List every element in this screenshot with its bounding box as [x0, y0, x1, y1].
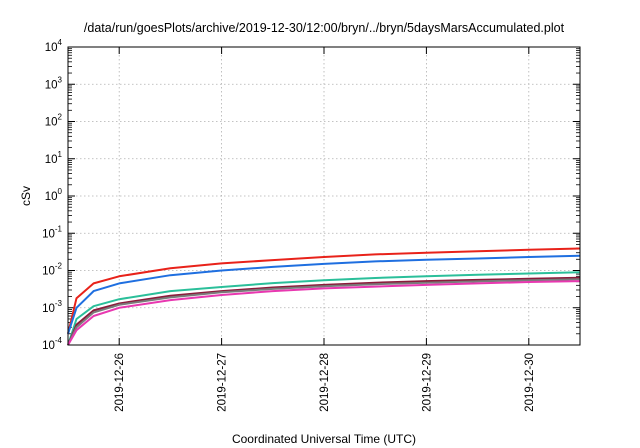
y-tick-labels: 10-4 10-3 10-2 10-1 100 101 102 103 104 [42, 38, 62, 352]
x-tick-label: 2019-12-28 [319, 353, 331, 412]
series-line-5 [67, 278, 581, 346]
y-tick-label: 10-2 [42, 262, 62, 278]
y-tick-label: 102 [45, 113, 63, 129]
series-line-2 [67, 254, 581, 335]
x-tick-label: 2019-12-27 [217, 353, 229, 412]
x-tick-label: 2019-12-26 [114, 353, 126, 412]
chart-title: /data/run/goesPlots/archive/2019-12-30/1… [84, 21, 565, 35]
y-axis-label: cSv [19, 186, 33, 206]
series-line-6 [67, 280, 581, 346]
y-tick-label: 103 [45, 75, 63, 91]
data-series [67, 247, 581, 346]
y-tick-label: 104 [45, 38, 63, 54]
series-line-4 [67, 276, 581, 346]
y-tick-label: 100 [45, 187, 63, 203]
x-tick-label: 2019-12-29 [421, 353, 433, 412]
y-tick-label: 10-1 [42, 224, 62, 240]
plot-frame [67, 46, 581, 346]
series-line-3 [67, 271, 581, 346]
x-axis-label: Coordinated Universal Time (UTC) [232, 432, 416, 446]
series-line-1 [67, 247, 581, 335]
x-tick-labels: 2019-12-26 2019-12-27 2019-12-28 2019-12-29… [114, 353, 536, 412]
y-tick-label: 101 [45, 150, 63, 166]
y-tick-label: 10-4 [42, 336, 62, 352]
y-tick-label: 10-3 [42, 299, 62, 315]
x-tick-label: 2019-12-30 [524, 353, 536, 412]
